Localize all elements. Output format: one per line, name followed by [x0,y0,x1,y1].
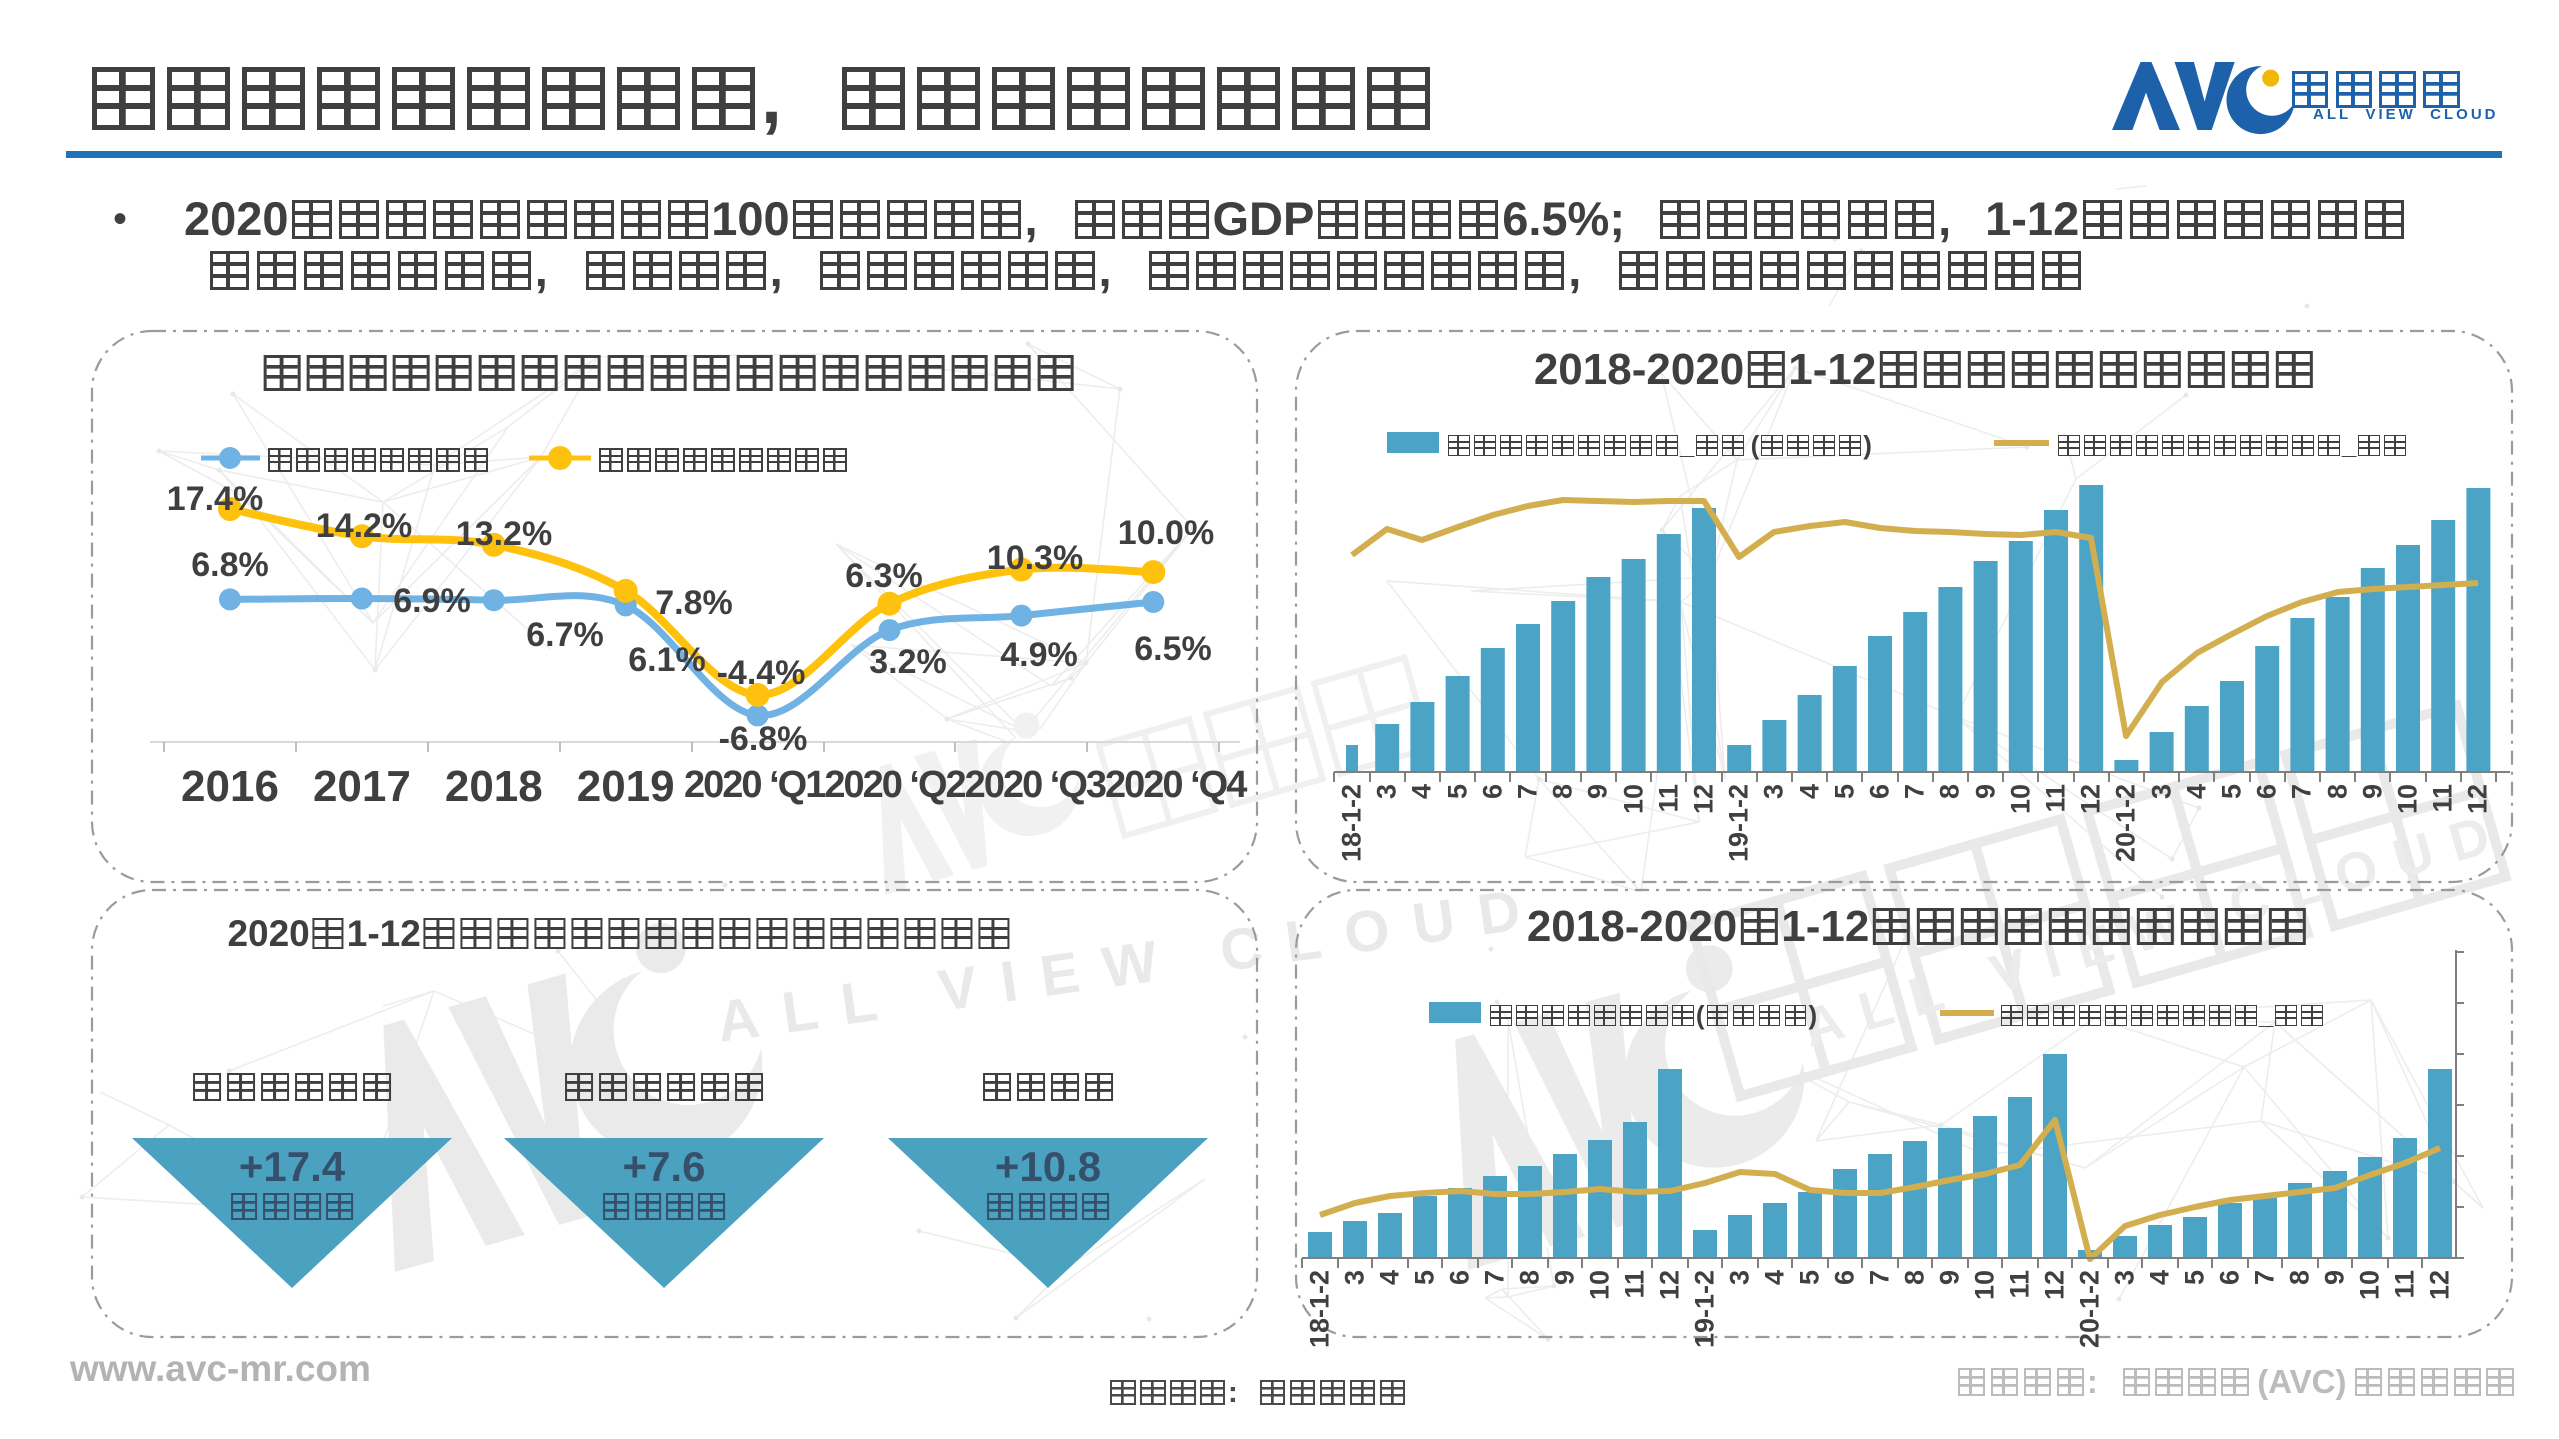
svg-text:ALL VIEW CLOUD: ALL VIEW CLOUD [713,874,1548,1054]
